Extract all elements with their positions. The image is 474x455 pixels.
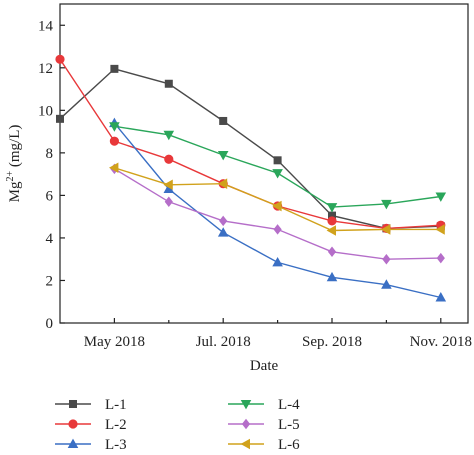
x-tick-label: Nov. 2018 (410, 334, 472, 350)
y-axis-title-superscript: 2+ (5, 171, 16, 182)
legend-marker (68, 419, 78, 429)
y-axis-title-unit: (mg/L) (7, 125, 23, 171)
data-point (327, 246, 337, 258)
data-point (219, 215, 228, 227)
x-tick-label: Jul. 2018 (196, 334, 251, 350)
y-tick-label: 2 (46, 273, 54, 289)
y-axis-title: Mg2+ (mg/L) (5, 125, 23, 203)
series-l-6 (108, 162, 445, 236)
data-point (382, 253, 391, 265)
y-tick-label: 14 (38, 18, 54, 34)
y-tick-label: 12 (38, 61, 53, 77)
y-tick-label: 0 (46, 316, 54, 332)
data-point (164, 196, 173, 208)
data-point (326, 271, 338, 282)
data-point (217, 150, 229, 161)
legend-item-l-1: L-1 (55, 397, 127, 413)
data-point (326, 225, 337, 236)
legend-label: L-1 (105, 397, 127, 413)
data-point (55, 54, 65, 64)
data-point (272, 200, 282, 212)
legend-label: L-6 (278, 437, 300, 453)
data-point (436, 252, 445, 264)
x-tick-label: Sep. 2018 (302, 334, 362, 350)
y-tick-label: 10 (38, 103, 53, 119)
data-point (164, 79, 173, 88)
y-tick-label: 4 (46, 231, 54, 247)
data-point (435, 292, 447, 302)
data-point (219, 116, 228, 125)
legend-label: L-5 (278, 417, 300, 433)
data-point (327, 216, 337, 226)
y-tick-label: 6 (46, 188, 54, 204)
series-l-4 (109, 122, 447, 213)
legend-label: L-3 (105, 437, 127, 453)
data-point (109, 136, 120, 146)
data-point (109, 122, 120, 132)
series-layer (55, 54, 447, 302)
legend-marker (240, 399, 252, 410)
legend-marker (69, 399, 78, 408)
legend-label: L-4 (278, 397, 300, 413)
legend-marker (241, 418, 251, 430)
data-point (381, 199, 392, 210)
x-axis-title: Date (250, 358, 279, 374)
data-point (164, 154, 174, 164)
legend-item-l-6: L-6 (228, 437, 300, 453)
y-tick-label: 8 (46, 146, 54, 162)
series-line (114, 125, 441, 208)
data-point (381, 279, 392, 289)
data-point (273, 224, 282, 235)
legend-item-l-5: L-5 (228, 417, 300, 433)
data-point (272, 169, 283, 179)
data-point (380, 224, 391, 235)
data-point (217, 178, 228, 189)
legend-item-l-3: L-3 (55, 437, 127, 453)
plot-frame (59, 3, 469, 324)
legend-item-l-4: L-4 (228, 397, 300, 413)
axes: 0 2 4 6 8 10 12 14 May 2018 Jul. 2018 Sep. 2018 Nov… (38, 3, 472, 350)
x-tick-label: May 2018 (84, 334, 145, 350)
data-point (108, 162, 119, 174)
series-line (59, 68, 441, 230)
data-point (56, 114, 65, 123)
data-point (273, 156, 282, 165)
legend-item-l-2: L-2 (55, 417, 127, 433)
legend: L-1 L-2 L-3 L-4 L-5 L-6 (55, 397, 300, 453)
data-point (435, 192, 447, 202)
legend-marker (240, 438, 251, 450)
data-point (217, 227, 229, 237)
legend-marker (67, 438, 79, 449)
data-point (272, 256, 283, 267)
legend-label: L-2 (105, 417, 127, 433)
data-point (163, 179, 173, 191)
data-point (435, 224, 445, 235)
data-point (163, 130, 175, 141)
y-axis-title-base: Mg (7, 181, 23, 202)
data-point (110, 64, 119, 73)
data-point (326, 203, 338, 213)
